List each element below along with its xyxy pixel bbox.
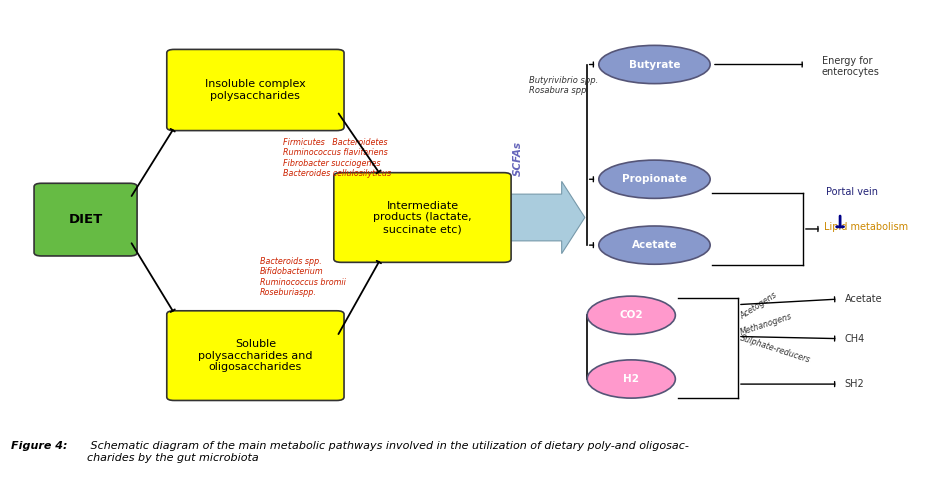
Text: Lipid metabolism: Lipid metabolism bbox=[824, 222, 908, 232]
Text: Portal vein: Portal vein bbox=[826, 187, 878, 197]
Text: Bacteroids spp.
Bifidobacterium
Ruminococcus bromii
Roseburiaspp.: Bacteroids spp. Bifidobacterium Ruminoco… bbox=[260, 257, 346, 297]
Text: Methanogens: Methanogens bbox=[739, 312, 794, 337]
Text: Acetate: Acetate bbox=[845, 294, 883, 304]
Text: Acetate: Acetate bbox=[632, 240, 677, 250]
Text: Acetogens: Acetogens bbox=[739, 290, 779, 321]
Polygon shape bbox=[504, 182, 585, 254]
Text: Intermediate
products (lactate,
succinate etc): Intermediate products (lactate, succinat… bbox=[373, 201, 472, 234]
Ellipse shape bbox=[599, 226, 710, 264]
Ellipse shape bbox=[587, 296, 675, 335]
Text: CO2: CO2 bbox=[619, 310, 643, 320]
Text: Butyrate: Butyrate bbox=[629, 60, 680, 70]
Ellipse shape bbox=[587, 360, 675, 398]
Text: Schematic diagram of the main metabolic pathways involved in the utilization of : Schematic diagram of the main metabolic … bbox=[87, 441, 689, 462]
Text: H2: H2 bbox=[623, 374, 639, 384]
Text: Firmicutes   Bacteroidetes
Ruminococcus flavifariens
Fibrobacter succiogenes
Bac: Firmicutes Bacteroidetes Ruminococcus fl… bbox=[283, 138, 391, 178]
Text: CH4: CH4 bbox=[845, 334, 865, 344]
Text: Sulphate-reducers: Sulphate-reducers bbox=[739, 334, 812, 365]
Text: DIET: DIET bbox=[68, 213, 102, 226]
Text: Soluble
polysaccharides and
oligosaccharides: Soluble polysaccharides and oligosacchar… bbox=[198, 339, 313, 372]
Text: SCFAs: SCFAs bbox=[513, 140, 523, 175]
FancyBboxPatch shape bbox=[334, 172, 511, 262]
FancyBboxPatch shape bbox=[167, 311, 344, 400]
Text: Figure 4:: Figure 4: bbox=[11, 441, 68, 451]
Text: Propionate: Propionate bbox=[622, 174, 687, 184]
Text: Energy for
enterocytes: Energy for enterocytes bbox=[821, 56, 880, 78]
FancyBboxPatch shape bbox=[34, 184, 137, 256]
Text: SH2: SH2 bbox=[845, 379, 865, 389]
Text: Butyrivibrio spp.
Rosabura spp.: Butyrivibrio spp. Rosabura spp. bbox=[529, 76, 599, 96]
Ellipse shape bbox=[599, 160, 710, 198]
Text: Insoluble complex
polysaccharides: Insoluble complex polysaccharides bbox=[205, 79, 306, 101]
FancyBboxPatch shape bbox=[167, 50, 344, 130]
Ellipse shape bbox=[599, 46, 710, 84]
